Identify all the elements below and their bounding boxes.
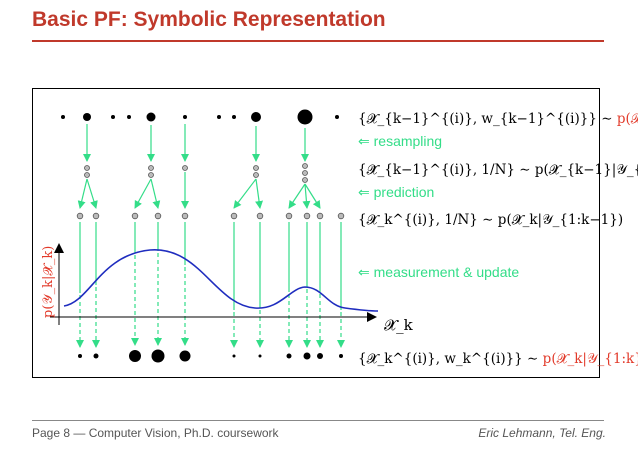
particle	[256, 212, 264, 220]
particle	[84, 172, 90, 178]
particle	[84, 165, 90, 171]
particle	[129, 350, 141, 362]
title-divider	[32, 40, 604, 42]
figure-frame	[32, 88, 600, 378]
plot-axes	[50, 243, 377, 325]
resampled-set: {𝓧̃_{k−1}^{(i)}, 1/N} ∼ p(𝓧_{k−1}|𝒴_{1:k…	[358, 162, 638, 178]
predict-arrow	[288, 183, 306, 209]
particle	[232, 354, 236, 358]
particle	[217, 115, 221, 119]
particle	[76, 212, 84, 220]
particle	[83, 113, 91, 121]
particle	[131, 212, 139, 220]
prediction-arrows	[77, 172, 321, 209]
particle	[182, 165, 188, 171]
particle	[78, 354, 82, 358]
predicted-dist: p(𝓧_k|𝒴_{1:k−1})	[498, 212, 623, 228]
particle	[127, 115, 131, 119]
particle	[302, 163, 308, 169]
predict-arrow	[86, 178, 98, 209]
particle	[286, 353, 292, 359]
predict-arrow	[77, 178, 88, 209]
prediction-label: ⇐ prediction	[358, 184, 434, 200]
particle	[111, 115, 115, 119]
particle	[148, 172, 154, 178]
particle	[302, 170, 308, 176]
predict-arrow	[304, 183, 321, 209]
resampled-dist: p(𝓧_{k−1}|𝒴_{1:k−1})	[535, 162, 638, 178]
footer-page-info: Page 8 — Computer Vision, Ph.D. coursewo…	[32, 426, 279, 440]
posterior-dist: p(𝓧_k|𝒴_{1:k})	[543, 351, 638, 367]
resampled-particles	[84, 163, 308, 183]
weighted-prior-set: {𝓧_{k−1}^{(i)}, w_{k−1}^{(i)}} ∼ p(𝓧_{k−…	[358, 111, 638, 127]
resampling-arrows	[83, 124, 309, 162]
particle	[230, 212, 238, 220]
particle	[258, 354, 262, 358]
y-axis-label: p(𝒴_k|𝓧_k)	[41, 246, 56, 318]
particle	[232, 115, 236, 119]
weighted-prior-dist: p(𝓧_{k−1}|𝒴_{1:k−1})	[617, 111, 638, 127]
particle	[183, 115, 187, 119]
footer-divider	[32, 420, 604, 421]
predict-arrow	[134, 178, 152, 209]
measurement-dashed-arrows	[76, 253, 345, 348]
particle	[179, 350, 191, 362]
particle	[285, 212, 293, 220]
particle	[253, 172, 259, 178]
resampling-label: ⇐ resampling	[358, 133, 442, 149]
predicted-set: {𝓧_k^{(i)}, 1/N} ∼ p(𝓧_k|𝒴_{1:k−1})	[358, 212, 623, 228]
particle	[61, 115, 65, 119]
measurement-label: ⇐ measurement & update	[358, 264, 519, 280]
weighted-prior-particles	[61, 109, 339, 125]
predict-arrow	[255, 178, 264, 209]
likelihood-curve	[63, 249, 379, 312]
predict-arrow	[233, 178, 257, 209]
particle	[316, 212, 324, 220]
particle	[148, 165, 154, 171]
particle	[303, 212, 311, 220]
particle	[181, 212, 189, 220]
predicted-particles	[76, 212, 345, 220]
posterior-particles	[78, 349, 343, 363]
x-axis-label: 𝓧_k	[384, 316, 414, 334]
footer-author: Eric Lehmann, Tel. Eng.	[478, 426, 606, 440]
predict-arrow	[302, 183, 311, 209]
particle	[339, 354, 343, 358]
particle	[151, 349, 165, 363]
particle	[317, 353, 323, 359]
particle	[303, 352, 311, 360]
particle	[335, 115, 339, 119]
measurement-arrows	[79, 222, 342, 310]
particle	[146, 112, 156, 122]
posterior-set: {𝓧_k^{(i)}, w_k^{(i)}} ∼ p(𝓧_k|𝒴_{1:k})	[358, 351, 638, 367]
particle	[302, 177, 308, 183]
particle	[154, 212, 162, 220]
particle	[297, 109, 313, 125]
particle	[92, 212, 100, 220]
particle	[251, 112, 261, 122]
particle	[337, 212, 345, 220]
predict-arrow	[150, 178, 161, 209]
particle	[93, 353, 99, 359]
slide-title: Basic PF: Symbolic Representation	[32, 8, 386, 31]
particle	[253, 165, 259, 171]
